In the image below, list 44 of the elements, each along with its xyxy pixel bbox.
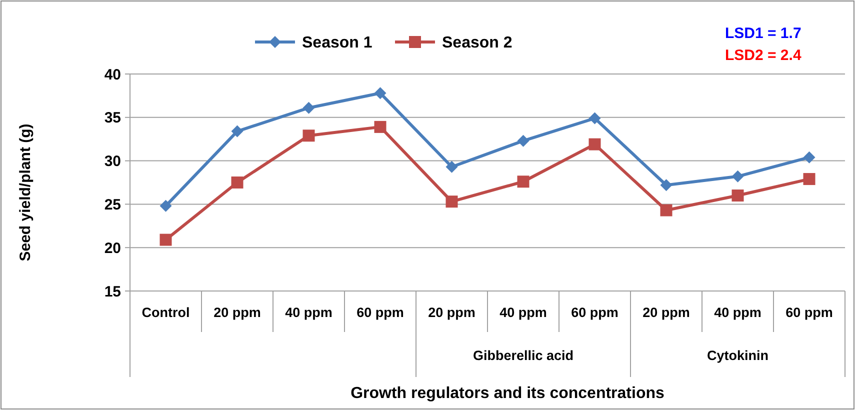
x-tick-label: Control <box>142 305 190 320</box>
point <box>446 160 458 173</box>
y-tick-label: 40 <box>104 66 121 84</box>
y-tick-label: 20 <box>104 240 121 257</box>
point <box>588 138 601 150</box>
point <box>660 179 672 192</box>
point <box>803 151 816 164</box>
text: LSD2 = 2.4 <box>725 47 802 64</box>
y-tick-label: 25 <box>104 196 121 214</box>
point <box>517 176 530 188</box>
x-tick-label: 60 ppm <box>356 305 404 320</box>
point <box>302 102 315 114</box>
point <box>660 204 672 216</box>
x-tick-label: 20 ppm <box>428 305 476 320</box>
point <box>588 112 601 124</box>
point <box>302 130 315 142</box>
point <box>160 200 172 212</box>
y-axis-title: Seed yield/plant (g) <box>17 124 34 262</box>
point <box>231 125 244 138</box>
y-tick-label: 15 <box>104 283 121 300</box>
text: LSD1 = 1.7 <box>725 25 802 42</box>
point <box>374 87 386 100</box>
x-tick-label: 20 ppm <box>642 305 690 320</box>
x-axis-title: Growth regulators and its concentrations <box>350 385 665 402</box>
x-tick-label: 40 ppm <box>714 305 762 320</box>
point <box>231 176 244 188</box>
point <box>517 134 530 147</box>
legend-label: Season 2 <box>442 34 512 52</box>
point <box>446 196 458 208</box>
x-tick-label: 40 ppm <box>500 305 547 320</box>
point <box>803 173 816 186</box>
text: Cytokinin <box>706 348 769 363</box>
x-tick-label: 60 ppm <box>571 305 618 320</box>
x-tick-label: 60 ppm <box>786 305 833 320</box>
point <box>374 120 386 133</box>
point <box>732 170 744 182</box>
point <box>160 234 172 246</box>
x-tick-label: 20 ppm <box>214 305 261 320</box>
text: Gibberellic acid <box>472 348 574 363</box>
x-tick-label: 40 ppm <box>285 305 332 320</box>
legend-label: Season 1 <box>302 34 372 52</box>
y-tick-label: 35 <box>104 110 121 127</box>
point <box>732 190 744 202</box>
y-tick-label: 30 <box>104 153 121 170</box>
